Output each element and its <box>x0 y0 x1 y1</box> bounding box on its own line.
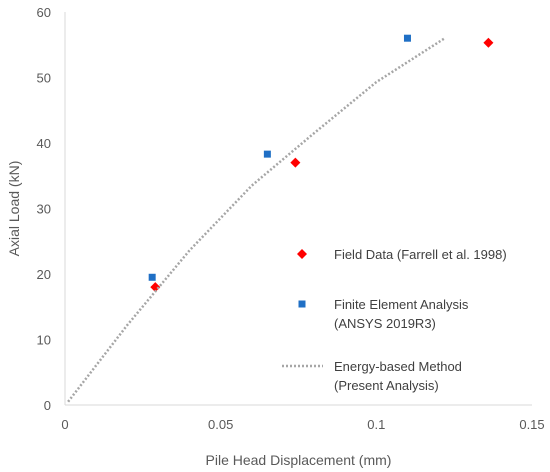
legend-label: Finite Element Analysis (ANSYS 2019R3) <box>334 297 469 331</box>
data-point-square <box>148 273 156 281</box>
legend-label: Field Data (Farrell et al. 1998) <box>334 247 507 262</box>
y-tick-label: 60 <box>37 5 51 20</box>
trend-line <box>67 37 446 403</box>
y-tick-label: 30 <box>37 202 51 217</box>
y-axis-title: Axial Load (kN) <box>6 161 22 257</box>
y-tick-label: 40 <box>37 136 51 151</box>
data-point-diamond <box>483 37 494 48</box>
y-tick-label: 20 <box>37 267 51 282</box>
series-1 <box>148 34 411 281</box>
legend-marker-diamond <box>297 249 307 259</box>
x-tick-label: 0.05 <box>208 417 233 432</box>
data-point-diamond <box>150 282 161 293</box>
y-tick-label: 10 <box>37 333 51 348</box>
legend-item-1: Finite Element Analysis (ANSYS 2019R3) <box>298 297 469 331</box>
x-axis-title: Pile Head Displacement (mm) <box>206 452 392 468</box>
data-point-square <box>403 34 411 42</box>
legend: Field Data (Farrell et al. 1998) Finite E… <box>282 247 507 393</box>
series-0 <box>150 37 494 293</box>
legend-label: Energy-based Method (Present Analysis) <box>334 359 462 393</box>
y-tick-label: 50 <box>37 71 51 86</box>
y-tick-label: 0 <box>44 398 51 413</box>
legend-item-2: Energy-based Method (Present Analysis) <box>282 359 462 393</box>
tick-labels: 0 10 20 30 40 50 60 0 0.05 0.1 0.15 <box>37 5 545 432</box>
x-tick-label: 0.15 <box>519 417 544 432</box>
legend-marker-square <box>298 300 306 308</box>
x-tick-label: 0.1 <box>367 417 385 432</box>
series-2 <box>67 37 446 403</box>
legend-item-0: Field Data (Farrell et al. 1998) <box>297 247 507 262</box>
series <box>67 34 494 403</box>
axes <box>64 12 532 406</box>
data-point-diamond <box>290 157 301 168</box>
data-point-square <box>263 150 271 158</box>
x-tick-label: 0 <box>61 417 68 432</box>
